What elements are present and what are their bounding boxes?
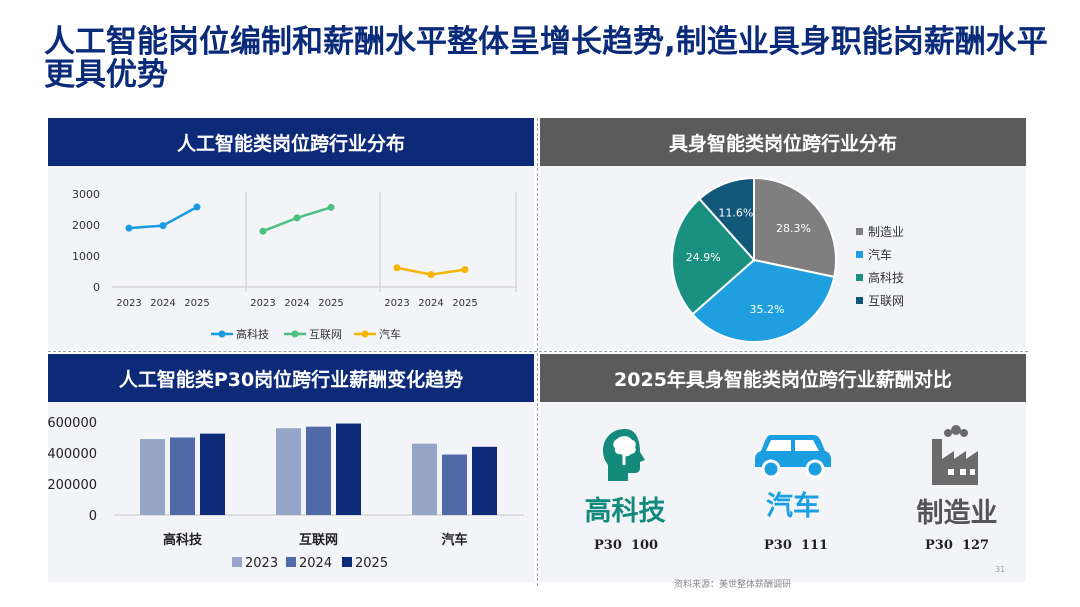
x-tick-label: 2025 (452, 298, 477, 309)
factory-icon (932, 425, 978, 485)
legend-label: 高科技 (236, 327, 269, 341)
data-point (193, 203, 201, 211)
y-tick-label: 3000 (72, 188, 100, 201)
divider-vertical (537, 118, 538, 586)
page-title: 人工智能岗位编制和薪酬水平整体呈增长趋势,制造业具身职能岗薪酬水平更具优势 (44, 24, 1048, 93)
legend-marker (291, 330, 299, 338)
legend-marker (361, 330, 369, 338)
legend-swatch (232, 557, 242, 567)
industry-card-gaoke: 高科技 (570, 425, 680, 528)
legend-swatch (856, 251, 863, 258)
pie-slice-label: 35.2% (749, 303, 784, 316)
pie-slice-label: 11.6% (718, 206, 753, 219)
legend-swatch (856, 297, 863, 304)
industry-card-zhizao: 制造业 (902, 425, 1012, 530)
panel-ai-distribution-bg (48, 166, 534, 350)
car-icon (755, 435, 831, 479)
pie-slice-2 (671, 197, 756, 316)
bar-2025-0 (200, 433, 225, 515)
legend-swatch (856, 228, 863, 235)
p30-gaoke: P30 100 (594, 538, 658, 553)
legend-marker (218, 330, 226, 338)
y-tick-label: 1000 (72, 250, 100, 263)
bar-chart-ai-salary-trend: 600000 400000 200000 0 高科技 互联网 汽车 2023 2024 2025 (48, 416, 524, 571)
legend-label: 互联网 (309, 328, 342, 341)
brain-head-icon (603, 429, 645, 481)
divider-horizontal (48, 351, 1028, 352)
bar-2025-2 (472, 446, 497, 515)
pie-slice-label: 28.3% (776, 222, 811, 235)
bar-2025-1 (336, 423, 361, 515)
data-point (427, 271, 435, 279)
y-tick-label: 0 (93, 281, 100, 294)
legend-label: 2024 (299, 556, 332, 571)
bar-2023-1 (276, 428, 301, 515)
legend-label: 高科技 (868, 270, 904, 285)
legend-label: 2023 (245, 556, 278, 571)
x-tick-label: 2025 (318, 298, 343, 309)
legend-swatch (856, 274, 863, 281)
panel-header-ai-distribution: 人工智能类岗位跨行业分布 (48, 118, 534, 166)
line-chart-ai-distribution: 3000 2000 1000 0 2023 2024 2025 2023 2024 2025 202… (72, 188, 517, 341)
data-point (461, 266, 469, 274)
pie-slice-1 (691, 258, 836, 343)
p30-value: 100 (630, 538, 659, 553)
pie-slice-label: 24.9% (686, 251, 721, 264)
bar-2023-2 (412, 443, 437, 515)
p30-qiche: P30 111 (764, 538, 828, 553)
x-tick-label: 2024 (150, 298, 175, 309)
x-tick-label: 2023 (250, 298, 275, 309)
x-tick-label: 2025 (184, 298, 209, 309)
x-tick-label: 2023 (384, 298, 409, 309)
industry-label-zhizao: 制造业 (916, 498, 998, 529)
pie-slice-0 (753, 176, 837, 279)
bar-2024-1 (306, 426, 331, 515)
page-number: 31 (995, 565, 1006, 574)
legend-label: 制造业 (868, 225, 904, 239)
x-tick-label: 2024 (418, 298, 443, 309)
p30-value: 127 (961, 538, 990, 553)
x-tick-label: 2024 (284, 298, 309, 309)
data-point (327, 203, 335, 211)
data-point (125, 224, 133, 232)
data-point (293, 214, 301, 222)
industry-label-qiche: 汽车 (766, 491, 820, 522)
p30-label: P30 (764, 538, 792, 553)
industry-label-gaoke: 高科技 (584, 496, 666, 527)
panel-header-embodied-distribution: 具身智能类岗位跨行业分布 (540, 118, 1026, 166)
legend-label: 汽车 (379, 327, 401, 341)
x-tick-label: 互联网 (299, 533, 338, 548)
y-tick-label: 400000 (48, 447, 97, 462)
data-point (259, 227, 267, 235)
legend-label: 2025 (355, 556, 388, 571)
x-tick-label: 汽车 (441, 532, 467, 548)
source-note: 资料来源：美世整体薪酬调研 (674, 580, 792, 590)
y-tick-label: 0 (89, 509, 97, 524)
x-tick-label: 高科技 (163, 532, 203, 548)
legend-swatch (286, 557, 296, 567)
p30-label: P30 (594, 538, 622, 553)
industry-card-qiche: 汽车 (738, 425, 848, 523)
panel-header-embodied-salary-compare: 2025年具身智能类岗位跨行业薪酬对比 (540, 354, 1026, 402)
legend-swatch (342, 557, 352, 567)
data-point (159, 222, 167, 230)
x-tick-label: 2023 (116, 298, 141, 309)
p30-zhizao: P30 127 (925, 538, 989, 553)
pie-slice-3 (697, 176, 755, 263)
p30-label: P30 (925, 538, 953, 553)
bar-2024-2 (442, 454, 467, 515)
bar-2023-0 (140, 439, 165, 515)
legend-label: 汽车 (868, 247, 892, 262)
y-tick-label: 200000 (48, 478, 97, 493)
panel-header-ai-salary-trend: 人工智能类P30岗位跨行业薪酬变化趋势 (48, 354, 534, 402)
p30-value: 111 (800, 538, 829, 553)
legend-label: 互联网 (868, 294, 904, 308)
data-point (393, 264, 401, 272)
bar-2024-0 (170, 437, 195, 515)
y-tick-label: 600000 (48, 416, 97, 431)
y-tick-label: 2000 (72, 219, 100, 232)
